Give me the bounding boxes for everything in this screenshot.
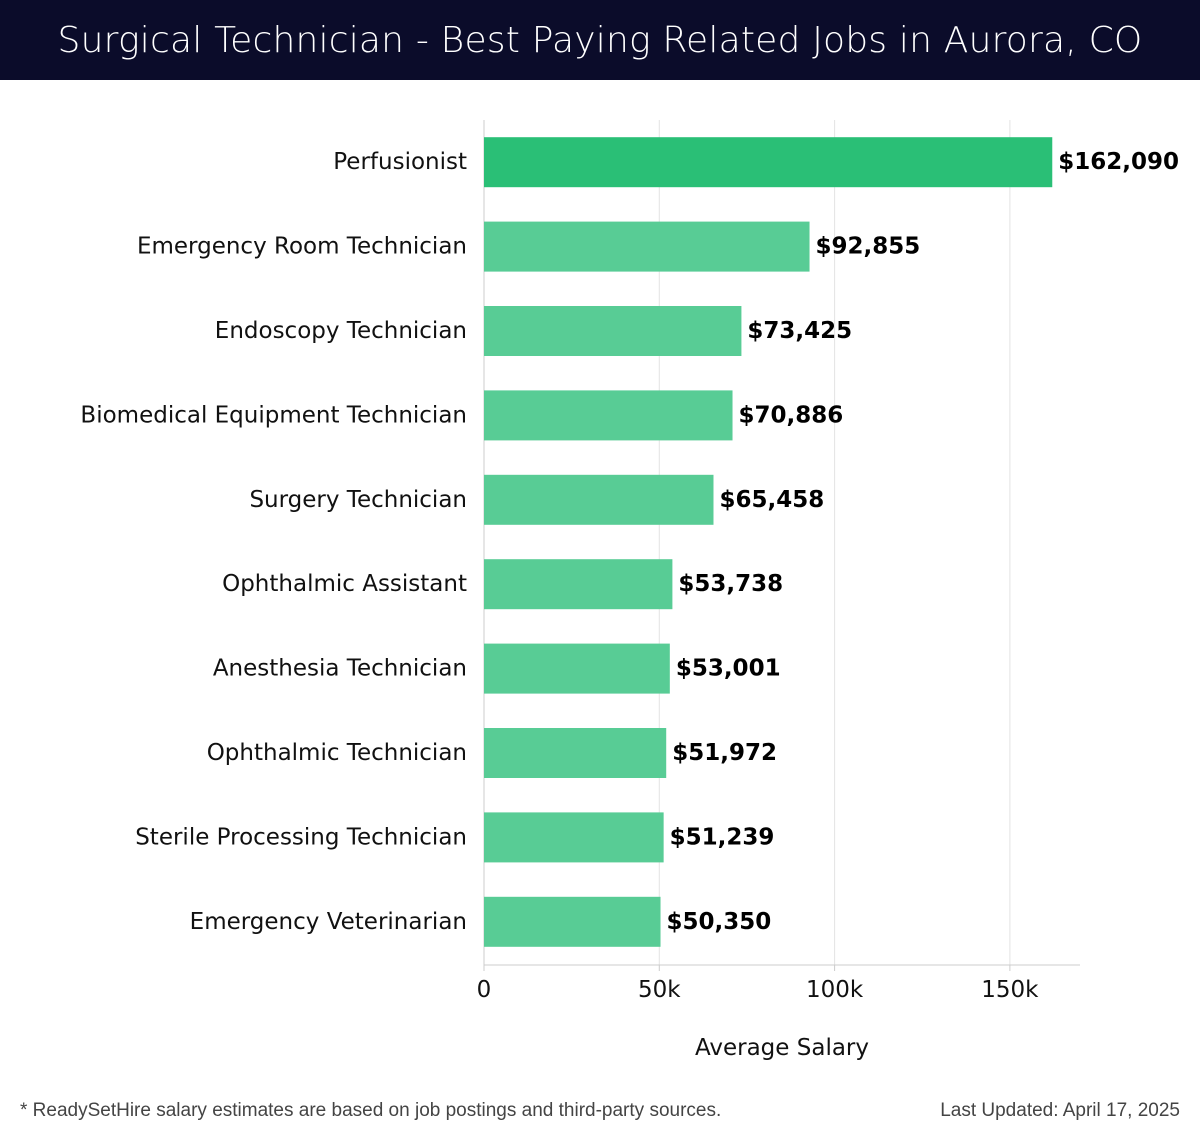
x-tick-label: 0 [477, 977, 492, 1003]
data-label: $51,239 [670, 824, 775, 850]
category-label: Biomedical Equipment Technician [80, 402, 467, 428]
bar [484, 474, 714, 525]
bar [484, 221, 810, 272]
data-label: $53,738 [678, 571, 783, 597]
category-label: Endoscopy Technician [215, 318, 467, 344]
salary-bar-chart: Perfusionist $162,090 Emergency Room Techn… [80, 120, 1179, 1061]
category-label: Perfusionist [333, 149, 467, 175]
bar [484, 306, 742, 356]
bar [484, 643, 670, 694]
header-bar: Surgical Technician - Best Paying Relate… [0, 0, 1200, 80]
bar [484, 812, 664, 863]
category-label: Ophthalmic Technician [207, 740, 467, 766]
bar [484, 559, 673, 610]
category-label: Emergency Veterinarian [190, 909, 467, 935]
category-label: Emergency Room Technician [137, 234, 467, 260]
x-tick-label: 50k [638, 977, 681, 1003]
data-label: $162,090 [1058, 149, 1179, 175]
category-label: Ophthalmic Assistant [222, 571, 467, 597]
x-tick-label: 100k [806, 977, 864, 1003]
data-label: $73,425 [747, 318, 852, 344]
category-label: Sterile Processing Technician [135, 824, 467, 850]
category-label: Anesthesia Technician [213, 656, 467, 682]
page-title: Surgical Technician - Best Paying Relate… [57, 19, 1143, 61]
footer-note: * ReadySetHire salary estimates are base… [20, 1100, 722, 1121]
data-label: $51,972 [672, 740, 777, 766]
bar [484, 728, 667, 778]
last-updated: Last Updated: April 17, 2025 [940, 1100, 1180, 1121]
x-tick-label: 150k [981, 977, 1039, 1003]
bar [484, 137, 1053, 188]
data-label: $50,350 [667, 909, 772, 935]
data-label: $70,886 [739, 402, 844, 428]
data-label: $92,855 [816, 234, 921, 260]
category-label: Surgery Technician [249, 487, 467, 513]
x-axis-label: Average Salary [695, 1035, 869, 1061]
data-label: $53,001 [676, 656, 781, 682]
data-label: $65,458 [719, 487, 824, 513]
bar [484, 896, 661, 947]
bar [484, 390, 733, 441]
